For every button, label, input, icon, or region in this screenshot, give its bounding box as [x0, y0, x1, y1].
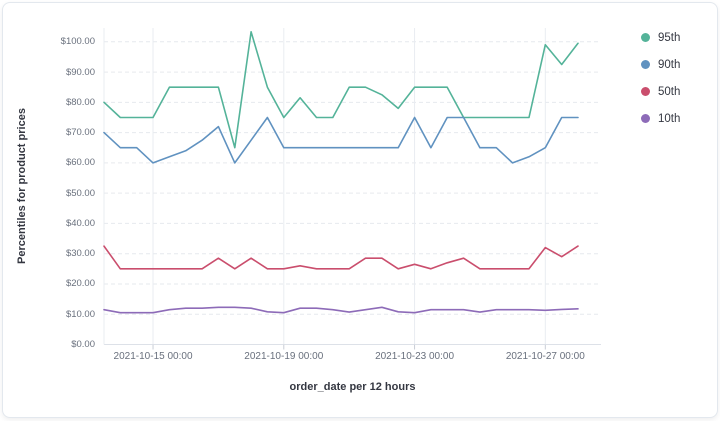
y-tick-label: $10.00	[65, 308, 95, 320]
legend-dot-icon	[641, 87, 650, 96]
y-tick-label: $100.00	[60, 36, 95, 48]
legend-label: 95th	[658, 31, 681, 44]
y-tick-label: $20.00	[65, 278, 95, 290]
line-50th	[103, 245, 579, 270]
line-95th	[103, 30, 579, 149]
x-tick-label: 2021-10-23 00:00	[375, 351, 455, 362]
x-tick-label: 2021-10-19 00:00	[244, 351, 324, 362]
plot-area[interactable]	[104, 28, 601, 345]
y-tick-label: $60.00	[65, 157, 95, 169]
y-tick-label: $0.00	[71, 339, 95, 350]
legend-item-50th[interactable]: 50th	[641, 78, 680, 105]
legend-item-10th[interactable]: 10th	[641, 105, 680, 132]
legend-label: 50th	[658, 85, 681, 98]
legend-item-90th[interactable]: 90th	[641, 51, 680, 78]
y-tick-label: $30.00	[65, 248, 95, 260]
y-tick-label: $70.00	[65, 127, 95, 139]
legend-dot-icon	[641, 33, 650, 42]
x-tick-label: 2021-10-15 00:00	[113, 351, 193, 362]
legend-item-95th[interactable]: 95th	[641, 24, 680, 51]
x-axis-title: order_date per 12 hours	[289, 381, 416, 393]
y-tick-label: $80.00	[65, 96, 95, 108]
legend-label: 90th	[658, 58, 681, 71]
y-tick-label: $50.00	[65, 187, 95, 199]
legend-dot-icon	[641, 114, 650, 123]
line-90th	[103, 116, 579, 164]
x-tick-label: 2021-10-27 00:00	[505, 351, 585, 362]
line-10th	[103, 306, 579, 314]
legend-dot-icon	[641, 60, 650, 69]
y-tick-label: $90.00	[65, 66, 95, 78]
y-tick-label: $40.00	[65, 217, 95, 229]
legend-label: 10th	[658, 112, 681, 125]
legend: 95th 90th 50th 10th	[641, 24, 680, 132]
y-axis-title: Percentiles for product prices	[16, 108, 28, 264]
